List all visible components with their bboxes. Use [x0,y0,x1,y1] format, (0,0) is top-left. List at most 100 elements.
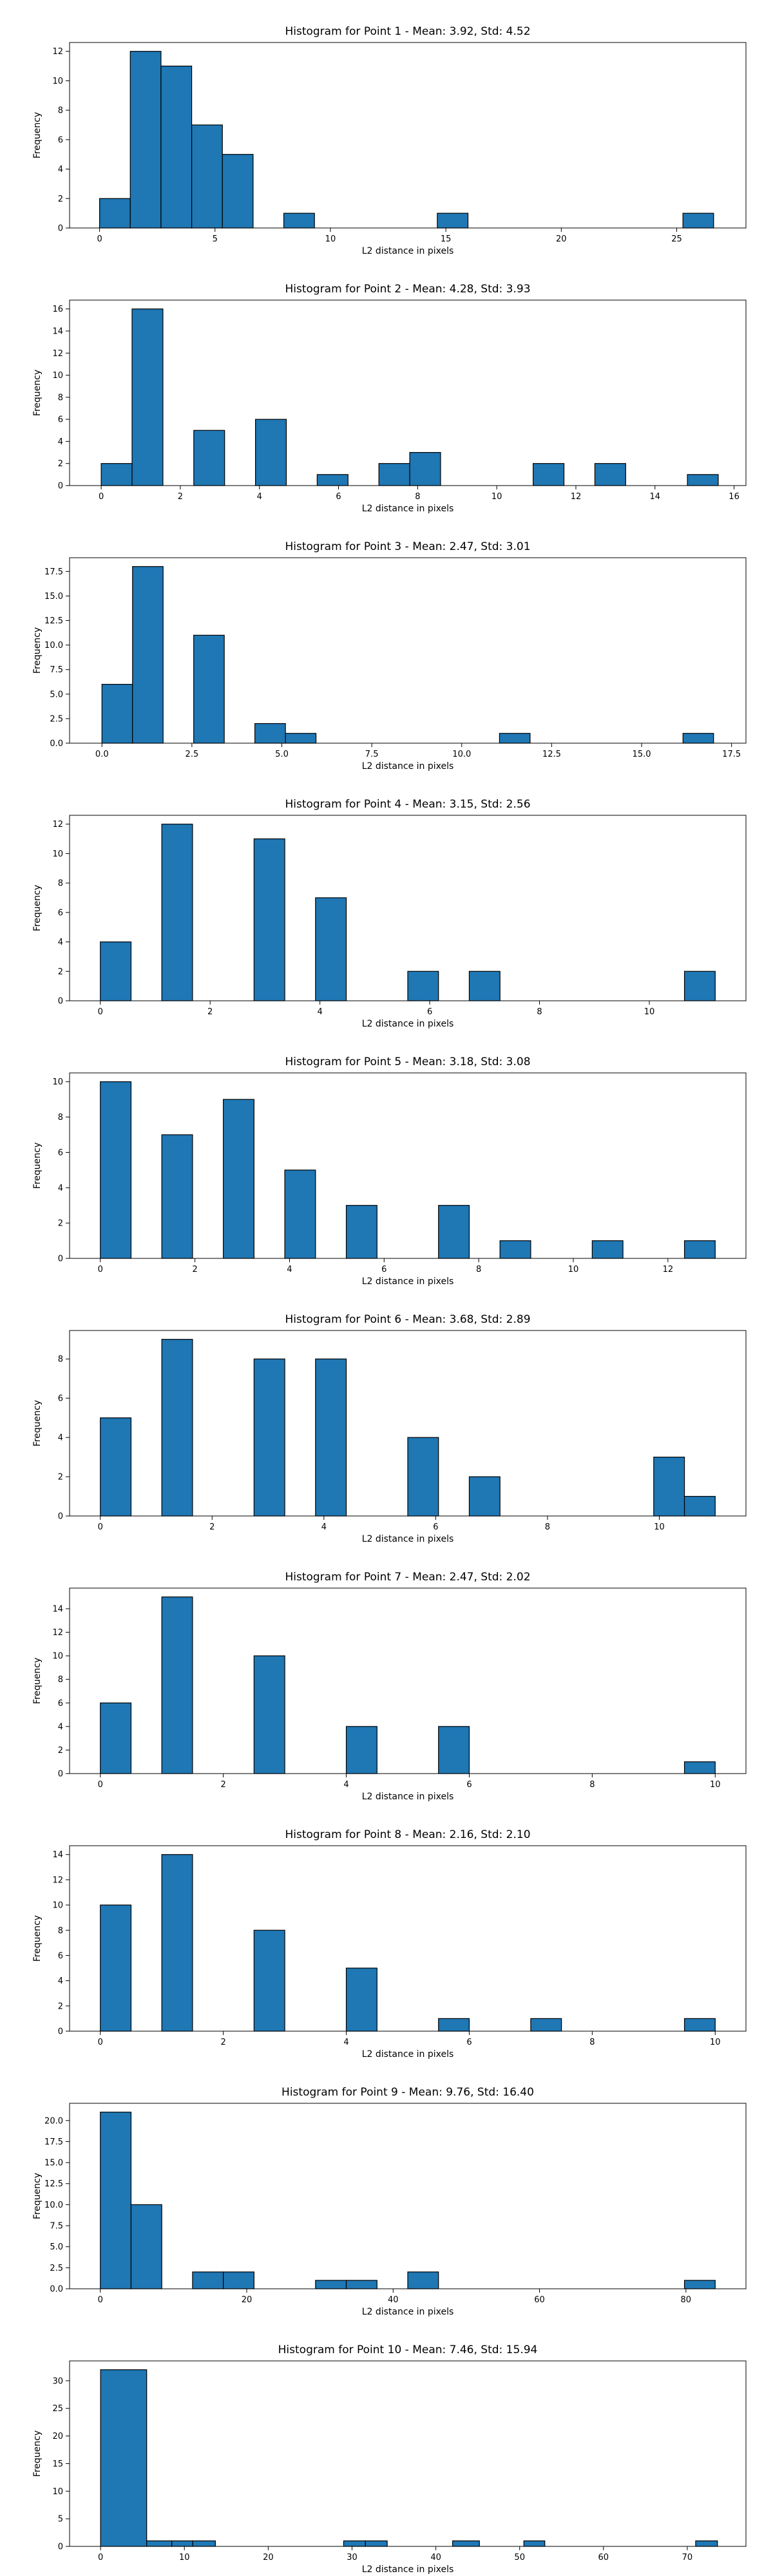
histogram-bar [345,2280,377,2289]
y-tick-label: 0.0 [50,739,63,749]
chart-title: Histogram for Point 10 - Mean: 7.46, Std… [278,2344,538,2356]
x-tick-label: 0 [98,2295,103,2305]
histogram-bar [161,1596,193,1774]
y-tick-label: 12 [52,1628,63,1638]
histogram-bar [100,463,133,486]
y-tick-label: 10.0 [44,641,63,650]
x-tick-label: 12.5 [542,750,561,759]
y-tick-label: 15.0 [44,592,63,601]
x-tick-label: 5.0 [275,750,289,759]
x-tick-label: 6 [336,492,341,502]
y-axis-label: Frequency [32,1400,43,1446]
histogram-bar [682,733,714,744]
y-tick-label: 10 [52,2487,63,2497]
histogram-bar [438,2018,470,2032]
x-axis-label: L2 distance in pixels [362,2307,454,2317]
y-tick-label: 2 [58,459,63,469]
histogram-svg-6: Histogram for Point 6 - Mean: 3.68, Std:… [32,1313,747,1544]
histogram-bar [191,124,223,229]
y-tick-label: 17.5 [44,567,63,577]
x-tick-label: 7.5 [365,750,379,759]
chart-title: Histogram for Point 8 - Mean: 2.16, Std:… [285,1828,530,1841]
histogram-bar [254,723,286,744]
histogram-bar [192,2271,224,2289]
y-tick-label: 2 [58,967,63,977]
histogram-bar [130,2204,162,2289]
y-tick-label: 5.0 [50,690,63,699]
y-tick-label: 20.0 [44,2116,63,2126]
histogram-bar [253,1358,285,1517]
y-tick-label: 4 [58,437,63,447]
x-tick-label: 20 [242,2295,253,2305]
histogram-bar [407,971,439,1001]
y-tick-label: 8 [58,1926,63,1936]
histogram-svg-7: Histogram for Point 7 - Mean: 2.47, Std:… [32,1571,747,1802]
y-axis-label: Frequency [32,627,43,674]
x-tick-label: 0 [99,492,104,502]
histogram-bar [285,733,317,744]
histogram-bar [683,1495,716,1517]
y-axis-label: Frequency [32,1915,43,1962]
histogram-bar [683,2280,716,2289]
histogram-svg-4: Histogram for Point 4 - Mean: 3.15, Std:… [32,798,747,1029]
x-tick-label: 10 [568,1265,579,1274]
y-tick-label: 10 [52,1652,63,1662]
x-tick-label: 0 [97,234,102,244]
x-tick-label: 6 [427,1007,432,1017]
y-tick-label: 12 [52,47,63,57]
y-tick-label: 10 [52,1077,63,1087]
y-tick-label: 0 [58,997,63,1007]
x-tick-label: 80 [681,2295,692,2305]
x-tick-label: 20 [556,234,567,244]
y-tick-label: 2.5 [50,2264,63,2273]
x-tick-label: 8 [589,2038,595,2047]
histogram-bar [283,213,315,229]
histogram-bar [452,2540,480,2547]
x-tick-label: 40 [388,2295,399,2305]
histogram-bar [129,51,162,229]
x-tick-label: 16 [729,492,740,502]
histogram-bar [192,2540,216,2547]
x-axis-label: L2 distance in pixels [362,2049,454,2060]
x-tick-label: 25 [671,234,682,244]
histogram-bar [499,1240,531,1259]
y-tick-label: 14 [52,327,63,337]
y-tick-label: 8 [58,879,63,889]
y-tick-label: 7.5 [50,665,63,675]
histogram-svg-1: Histogram for Point 1 - Mean: 3.92, Std:… [32,25,747,256]
y-tick-label: 14 [52,1850,63,1860]
histogram-panel-2: Histogram for Point 2 - Mean: 4.28, Std:… [0,258,773,515]
histogram-svg-2: Histogram for Point 2 - Mean: 4.28, Std:… [32,283,747,514]
x-tick-label: 10 [710,1780,721,1790]
histogram-bar [222,154,254,229]
y-tick-label: 4 [58,165,63,175]
y-tick-label: 4 [58,1434,63,1443]
x-tick-label: 10 [654,1522,665,1532]
y-tick-label: 4 [58,1976,63,1986]
y-tick-label: 20 [52,2432,63,2441]
x-tick-label: 10 [179,2553,190,2562]
y-tick-label: 14 [52,1605,63,1615]
chart-title: Histogram for Point 2 - Mean: 4.28, Std:… [285,283,530,296]
y-tick-label: 8 [58,106,63,116]
x-tick-label: 5 [213,234,218,244]
y-tick-label: 15.0 [44,2159,63,2168]
histogram-bar [171,2540,193,2547]
x-tick-label: 10 [644,1007,655,1017]
histogram-bar [438,1205,470,1259]
x-tick-label: 10 [491,492,502,502]
y-tick-label: 5.0 [50,2242,63,2252]
x-tick-label: 8 [415,492,420,502]
histogram-bar [100,941,132,1001]
y-tick-label: 2.5 [50,714,63,724]
y-tick-label: 0 [58,1770,63,1779]
y-tick-label: 0 [58,1512,63,1522]
y-tick-label: 8 [58,393,63,402]
y-tick-label: 2 [58,1473,63,1482]
y-tick-label: 12.5 [44,2179,63,2189]
x-tick-label: 2.5 [186,750,199,759]
y-tick-label: 10 [52,849,63,859]
x-tick-label: 6 [433,1522,438,1532]
histogram-bar [523,2540,546,2547]
y-tick-label: 8 [58,1113,63,1122]
